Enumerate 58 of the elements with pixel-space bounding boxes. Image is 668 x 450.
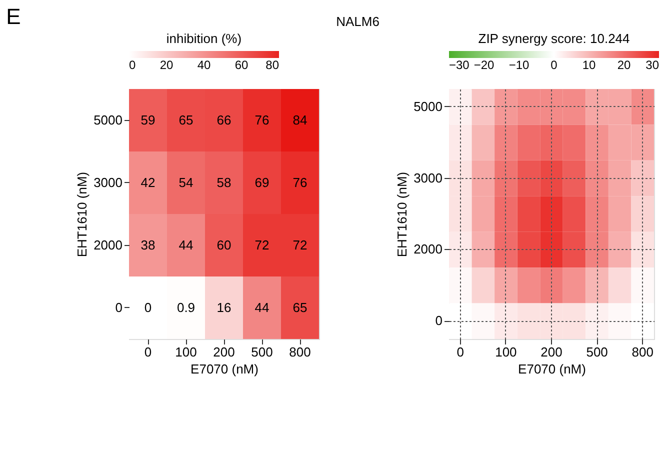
data-label: 0 (144, 300, 152, 315)
y-tick-label: 3000 (94, 174, 122, 190)
data-label: 60 (216, 237, 232, 252)
y-axis-title: EHT1610 (nM) (74, 172, 90, 258)
color-bar-label: 10 (582, 58, 596, 72)
data-label: 44 (178, 237, 194, 252)
x-tick-label: 0 (456, 344, 464, 360)
data-label: 66 (216, 112, 232, 128)
data-label: 65 (292, 300, 308, 315)
data-label: 38 (140, 237, 156, 252)
legend-title: inhibition (%) (166, 31, 242, 46)
x-tick-label: 200 (213, 344, 235, 360)
color-bar-label: 60 (234, 58, 248, 72)
chart-title: NALM6 (336, 14, 380, 29)
x-tick-label: 500 (586, 344, 608, 360)
data-label: 58 (216, 174, 232, 190)
x-tick-label: 100 (175, 344, 197, 360)
y-tick-label: 0 (115, 300, 122, 315)
x-tick-label: 0 (144, 344, 152, 360)
color-bar-label: −20 (474, 58, 494, 72)
data-label: 44 (254, 300, 270, 315)
data-label: 72 (254, 237, 270, 252)
color-bar-label: 0 (129, 58, 136, 72)
color-bar-label: 30 (646, 58, 660, 72)
data-label: 84 (292, 112, 308, 128)
y-tick-label: 5000 (414, 98, 442, 114)
data-label: 72 (292, 237, 308, 252)
y-tick-label: 2000 (414, 242, 442, 257)
data-label: 0.9 (176, 300, 196, 315)
x-tick-label: 800 (632, 344, 654, 360)
color-bar-label: 0 (550, 58, 558, 72)
data-label: 16 (216, 300, 232, 315)
x-axis-title: E7070 (nM) (518, 362, 586, 376)
color-bar-label: 80 (266, 58, 280, 72)
data-label: 69 (254, 174, 270, 190)
color-bar-label: 40 (197, 58, 211, 72)
y-axis-title: EHT1610 (nM) (394, 172, 410, 258)
data-label: 42 (140, 174, 156, 190)
y-tick-label: 2000 (94, 237, 122, 252)
legend-title: ZIP synergy score: 10.244 (478, 31, 630, 46)
x-tick-label: 200 (540, 344, 562, 360)
x-tick-label: 500 (251, 344, 273, 360)
color-bar-label: −30 (449, 58, 470, 72)
data-label: 76 (292, 174, 308, 190)
data-label: 59 (140, 112, 156, 128)
color-bar-label: 20 (617, 58, 631, 72)
color-bar-label: 20 (160, 58, 174, 72)
data-label: 76 (254, 112, 270, 128)
color-bar-label: −10 (508, 58, 530, 72)
x-tick-label: 100 (495, 344, 517, 360)
y-tick-label: 3000 (414, 170, 442, 186)
y-tick-label: 0 (435, 313, 442, 328)
text: E (6, 4, 21, 29)
data-label: 65 (178, 112, 194, 128)
x-tick-label: 800 (289, 344, 311, 360)
y-tick-label: 5000 (94, 112, 122, 128)
x-axis-title: E7070 (nM) (190, 362, 258, 376)
data-label: 54 (178, 174, 194, 190)
